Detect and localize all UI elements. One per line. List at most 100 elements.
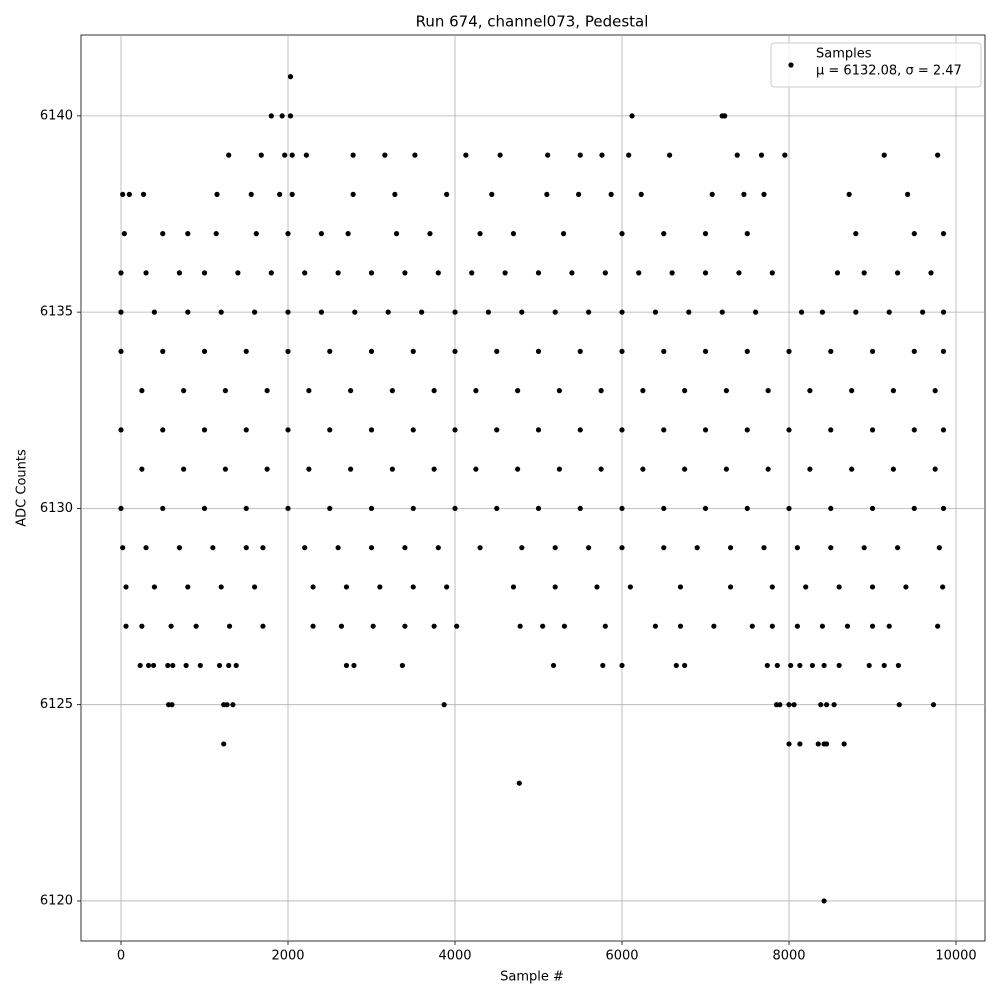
sample-point [170,662,176,669]
sample-point [828,545,834,551]
sample-point [318,231,325,237]
sample-point [160,427,166,433]
sample-point [677,584,684,590]
sample-point [268,270,274,276]
legend-stats: μ = 6132.08, σ = 2.47 [816,64,962,79]
sample-point [494,505,500,512]
sample-point [494,348,500,354]
sample-point [222,466,228,472]
sample-point [723,466,729,472]
sample-point [368,427,375,433]
sample-point [819,309,826,315]
sample-point [368,270,375,276]
sample-point [137,662,143,669]
sample-point [602,270,608,276]
sample-point [797,662,803,669]
sample-point [473,466,479,472]
sample-point [243,545,249,551]
sample-point [861,270,867,276]
sample-point [575,191,582,197]
sample-point [694,545,700,551]
sample-point [139,388,145,394]
sample-point [318,309,325,315]
sample-point [348,466,354,472]
sample-point [544,191,550,197]
y-tick-label: 6140 [40,108,73,123]
x-axis-label: Sample # [500,970,564,985]
sample-point [727,545,734,551]
sample-point [890,466,896,472]
sample-point [552,545,558,551]
sample-point [849,388,855,394]
sample-point [682,466,688,472]
sample-point [126,191,132,197]
sample-point [285,348,291,354]
sample-point [940,309,947,315]
sample-point [335,270,341,276]
sample-point [515,466,521,472]
sample-point [452,505,458,512]
x-tick-label: 4000 [438,949,471,964]
sample-point [118,505,124,512]
sample-point [165,662,171,669]
sample-point [881,152,887,158]
sample-point [535,427,542,433]
sample-point [828,505,834,512]
sample-point [260,623,266,629]
sample-point [210,545,216,551]
sample-point [638,191,644,197]
sample-point [682,388,688,394]
sample-point [940,505,947,512]
sample-point [577,427,583,433]
sample-point [253,231,259,237]
x-tick-label: 0 [117,949,125,964]
x-tick-label: 10000 [935,949,976,964]
sample-point [640,388,646,394]
sample-point [303,152,309,158]
sample-point [911,348,917,354]
sample-point [849,466,855,472]
sample-point [402,623,408,629]
sample-point [777,702,783,708]
sample-point [786,505,792,512]
sample-point [287,113,294,119]
sample-point [936,545,942,551]
sample-point [310,623,316,629]
sample-point [807,466,813,472]
sample-point [794,545,800,551]
sample-point [243,427,249,433]
sample-point [176,545,183,551]
sample-point [661,427,667,433]
sample-point [335,545,341,551]
sample-point [489,191,495,197]
sample-point [419,309,425,315]
sample-point [535,270,542,276]
sample-point [285,427,291,433]
sample-point [861,545,867,551]
sample-point [727,584,734,590]
sample-point [552,309,558,315]
sample-point [444,191,450,197]
sample-point [560,231,567,237]
sample-point [343,662,350,669]
sample-point [169,702,175,708]
sample-point [193,623,199,629]
sample-point [619,348,625,354]
sample-point [619,427,625,433]
sample-point [233,662,239,669]
sample-point [285,309,291,315]
sample-point [201,505,208,512]
sample-point [516,780,522,786]
x-tick-label: 8000 [772,949,805,964]
y-tick-label: 6120 [40,893,73,908]
sample-point [201,427,208,433]
sample-point [243,348,249,354]
sample-point [435,545,441,551]
sample-point [895,662,902,669]
sample-point [911,505,917,512]
sample-point [940,584,946,590]
sample-point [661,545,667,551]
sample-point [815,741,821,747]
sample-point [392,191,398,197]
sample-point [550,662,557,669]
